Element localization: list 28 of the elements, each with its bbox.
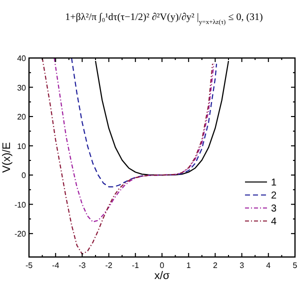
x-tick-label: -4 [52,261,60,270]
x-tick-label: 1 [186,261,192,270]
legend-label: 4 [271,216,277,228]
x-axis-title: x/σ [154,270,170,281]
y-tick-label: 0 [22,171,27,180]
y-axis-title: V(x)/E [1,142,13,173]
x-tick-label: 0 [160,261,165,270]
y-tick-label: -20 [14,230,27,239]
line-series [71,58,218,188]
x-tick-label: 3 [240,261,245,270]
x-tick-label: 5 [292,261,298,270]
x-tick-label: -5 [25,261,34,270]
line-series [42,58,214,255]
y-tick-label: 30 [17,83,27,92]
x-tick-label: 2 [212,261,218,270]
legend-label: 2 [271,190,277,202]
line-series [54,58,214,222]
x-tick-label: -3 [78,261,86,270]
text: 1+βλ²/π ∫₀¹dτ(τ−1/2)² ∂²V(y)/∂y² |$_{y=x+λz(τ)}$ ≤ 0, (31) [65,12,263,26]
legend-label: 3 [271,204,277,214]
y-tick-label: 10 [17,142,27,151]
y-tick-label: -10 [14,200,27,210]
y-tick-label: 20 [17,112,27,122]
x-tick-label: -2 [105,261,113,270]
legend-label: 1 [271,178,277,188]
x-tick-label: -1 [132,261,140,270]
y-tick-label: 40 [17,54,27,63]
x-tick-label: 4 [266,261,272,270]
